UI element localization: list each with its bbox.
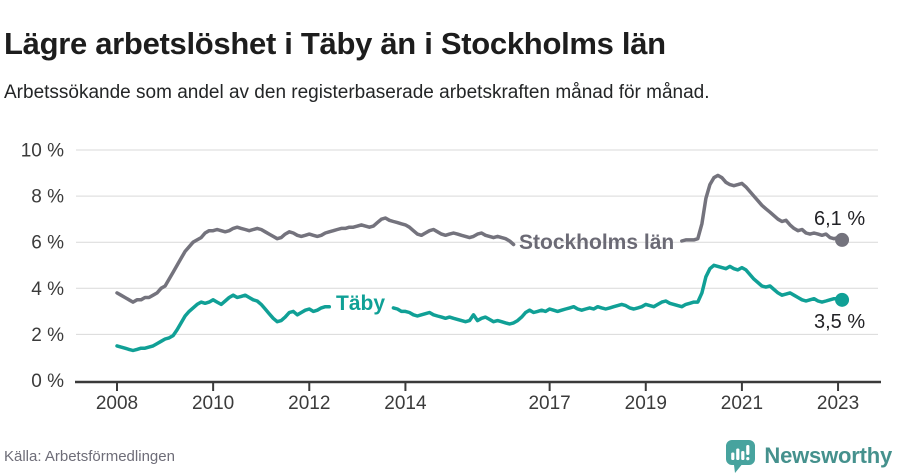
source-note: Källa: Arbetsförmedlingen	[4, 448, 175, 465]
newsworthy-logo-icon	[726, 439, 756, 473]
series-line-taby	[115, 263, 844, 353]
y-tick-label: 4 %	[31, 279, 64, 300]
series-label-taby: Täby	[336, 292, 386, 315]
y-tick-label: 2 %	[31, 325, 64, 346]
series-line-stockholms-lan	[115, 173, 844, 304]
series-end-dot-stockholms-lan	[835, 232, 850, 247]
y-tick-label: 8 %	[31, 187, 64, 208]
x-tick-label: 2010	[192, 393, 234, 414]
end-value-label-taby: 3,5 %	[814, 311, 866, 333]
end-value-label-stockholms-lan: 6,1 %	[814, 208, 866, 230]
chart-subtitle: Arbetssökande som andel av den registerb…	[4, 82, 710, 103]
y-tick-label: 6 %	[31, 233, 64, 254]
page-title: Lägre arbetslöshet i Täby än i Stockholm…	[4, 25, 666, 61]
x-tick-label: 2012	[288, 393, 330, 414]
series-end-dot-taby	[835, 292, 850, 307]
x-tick-label: 2017	[528, 393, 570, 414]
newsworthy-logo: Newsworthy	[726, 439, 892, 473]
newsworthy-wordmark: Newsworthy	[764, 443, 892, 468]
x-tick-label: 2019	[625, 393, 667, 414]
x-tick-label: 2014	[384, 393, 427, 414]
x-tick-label: 2021	[721, 393, 763, 414]
y-tick-label: 0 %	[31, 371, 64, 392]
series-label-stockholms-lan: Stockholms län	[519, 231, 675, 254]
x-tick-label: 2023	[817, 393, 859, 414]
x-tick-label: 2008	[96, 393, 138, 414]
y-tick-label: 10 %	[21, 141, 64, 162]
